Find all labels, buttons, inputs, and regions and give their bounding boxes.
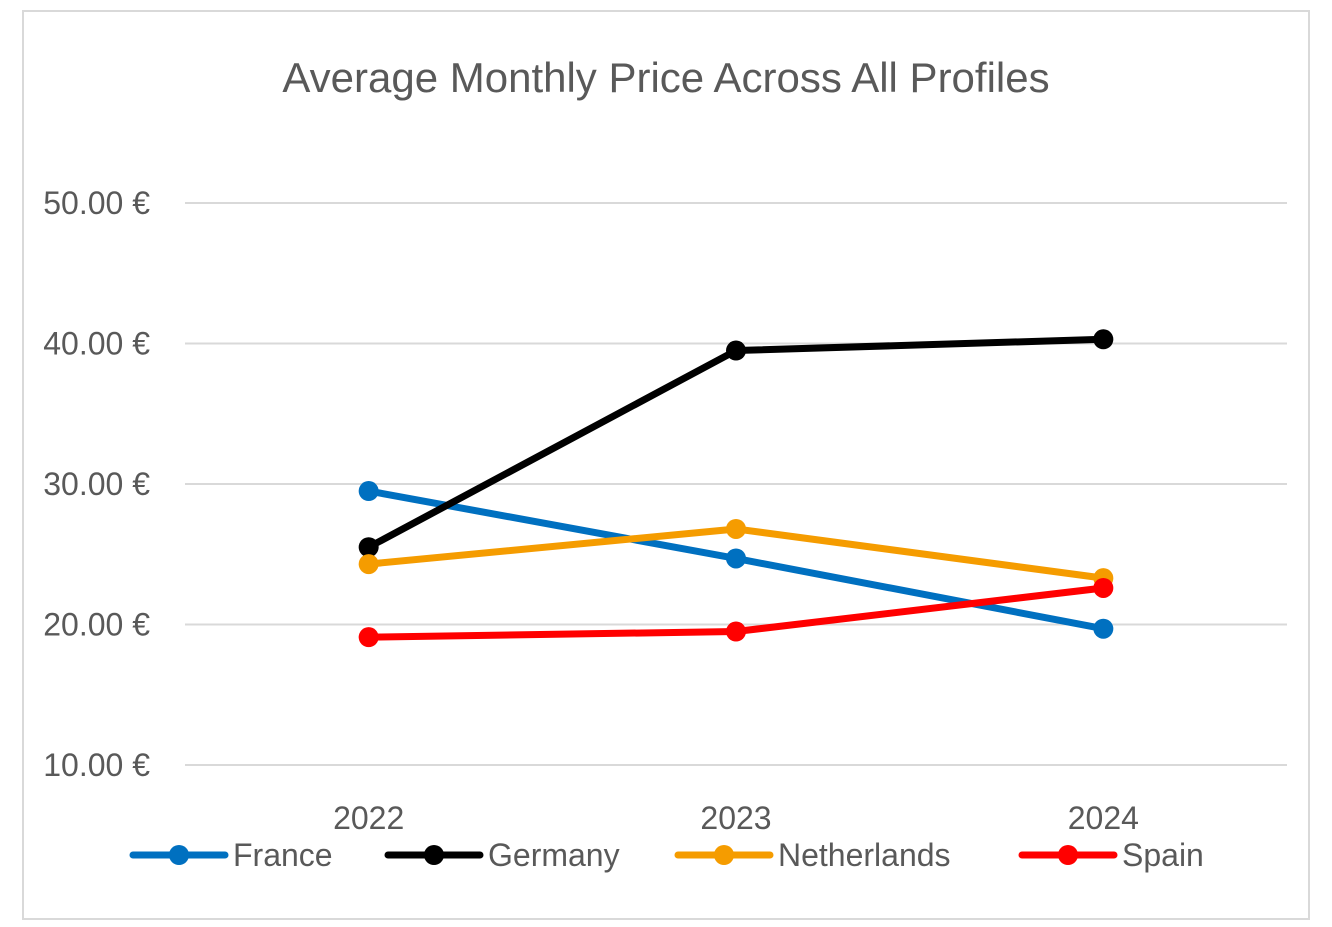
y-tick-label: 40.00 € <box>43 326 150 362</box>
gridlines <box>185 202 1287 766</box>
y-tick-label: 50.00 € <box>43 185 150 221</box>
legend-swatch-marker <box>1058 845 1078 865</box>
x-tick-label: 2024 <box>1068 800 1139 836</box>
data-point <box>1093 329 1114 350</box>
data-point <box>358 481 379 502</box>
data-point <box>358 554 379 575</box>
y-tick-label: 30.00 € <box>43 466 150 502</box>
series-lines <box>358 329 1114 648</box>
y-tick-label: 20.00 € <box>43 607 150 643</box>
data-point <box>358 627 379 648</box>
data-point <box>726 548 746 569</box>
series-line <box>365 335 1107 551</box>
legend-label: Netherlands <box>778 837 951 873</box>
legend-item-france: France <box>129 837 333 873</box>
y-axis-tick-labels: 10.00 € 20.00 € 30.00 € 40.00 € 50.00 € <box>43 185 150 783</box>
data-point <box>726 518 746 539</box>
legend: France Germany Netherlands Spain <box>129 837 1204 873</box>
legend-swatch-marker <box>714 845 734 865</box>
data-point <box>726 621 746 642</box>
x-tick-label: 2023 <box>700 800 771 836</box>
legend-swatch-marker <box>169 845 189 865</box>
data-point <box>1093 618 1114 639</box>
y-tick-label: 10.00 € <box>43 747 150 783</box>
chart-frame <box>22 10 1310 920</box>
x-axis-tick-labels: 2022 2023 2024 <box>333 800 1139 836</box>
chart-title: Average Monthly Price Across All Profile… <box>282 54 1049 101</box>
data-point <box>1093 577 1114 598</box>
series-spain <box>358 577 1114 648</box>
legend-item-spain: Spain <box>1018 837 1204 873</box>
data-point <box>358 537 379 558</box>
legend-item-germany: Germany <box>384 837 620 873</box>
series-france <box>358 481 1114 639</box>
legend-item-netherlands: Netherlands <box>674 837 951 873</box>
x-tick-label: 2022 <box>333 800 404 836</box>
legend-label: Germany <box>488 837 620 873</box>
legend-label: France <box>233 837 333 873</box>
data-point <box>726 340 746 361</box>
legend-swatch-marker <box>424 845 444 865</box>
legend-label: Spain <box>1122 837 1204 873</box>
series-germany <box>358 329 1114 558</box>
